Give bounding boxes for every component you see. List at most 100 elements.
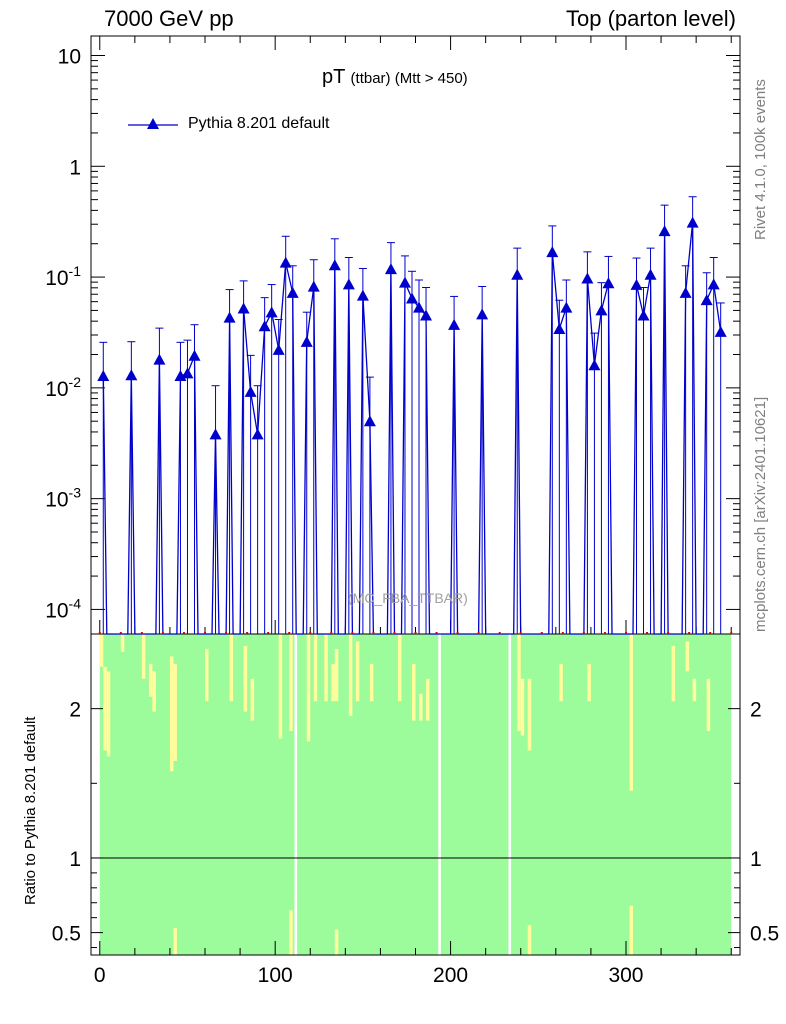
data-point-41 <box>679 286 692 298</box>
data-point-20 <box>356 289 369 301</box>
ratio-gap-1 <box>438 634 441 955</box>
ratio-band-outer-35 <box>587 663 591 702</box>
data-point-22 <box>384 263 397 275</box>
ratio-band-outer-25 <box>369 663 374 702</box>
ratio-band-outer-36 <box>629 634 634 791</box>
data-point-18 <box>328 259 341 271</box>
data-point-40 <box>658 225 671 237</box>
data-point-6 <box>209 428 222 440</box>
data-point-11 <box>258 320 271 332</box>
data-point-14 <box>279 256 292 268</box>
legend-entry-label: Pythia 8.201 default <box>188 115 330 132</box>
data-point-25 <box>413 301 426 313</box>
ratio-band-outer-23 <box>348 634 353 717</box>
ratio-gap-0 <box>294 634 298 955</box>
ratio-band-outer-30 <box>517 634 521 732</box>
ratio-band-outer-5 <box>148 663 153 697</box>
ratio-band-outer-39 <box>685 641 690 672</box>
data-point-39 <box>644 268 657 280</box>
ratio-ytick-label-right-0: 0.5 <box>750 923 779 946</box>
ratio-band-outer-11 <box>229 634 234 702</box>
ratio-band-outer-21 <box>334 648 339 702</box>
mcplots-reference-label: mcplots.cern.ch [arXiv:2401.10621] <box>752 396 769 632</box>
data-point-21 <box>363 415 376 427</box>
data-point-9 <box>244 385 257 397</box>
data-point-12 <box>265 306 278 318</box>
ratio-band-outer-24 <box>355 641 360 702</box>
x-tick-label-0: 0 <box>94 964 106 987</box>
plot-title-sub: (ttbar) (Mtt > 450) <box>350 70 468 87</box>
ratio-band-outer-32 <box>527 678 532 751</box>
ratio-band-outer-34 <box>559 663 563 702</box>
main-ytick-label-5: 10-4 <box>45 595 81 622</box>
data-point-0 <box>97 369 110 381</box>
ratio-band-outer-1 <box>103 666 107 751</box>
ratio-band-outer-27 <box>411 663 416 721</box>
data-point-34 <box>588 359 601 371</box>
ratio-band-outer-17 <box>306 634 311 742</box>
data-point-45 <box>714 325 727 337</box>
data-point-44 <box>707 278 720 290</box>
series-line <box>102 222 722 635</box>
data-point-36 <box>602 277 615 289</box>
ratio-band-outer-19 <box>324 634 328 702</box>
ratio-band-outer-31 <box>520 678 525 736</box>
ratio-band-outer-3 <box>120 634 125 652</box>
data-point-13 <box>272 343 285 355</box>
ratio-ytick-label-right-1: 1 <box>750 848 762 871</box>
ratio-ytick-label-left-0: 0.5 <box>52 923 81 946</box>
ratio-band-outer-4 <box>141 634 146 679</box>
data-point-2 <box>153 353 166 365</box>
data-point-10 <box>251 428 264 440</box>
data-point-29 <box>511 268 524 280</box>
main-ytick-label-0: 10 <box>58 46 81 69</box>
ratio-band-outer-29 <box>426 678 430 721</box>
ratio-band-outer-37 <box>629 905 634 955</box>
ratio-band-outer-20 <box>331 663 335 702</box>
main-ytick-label-1: 1 <box>69 156 81 179</box>
data-point-1 <box>125 369 138 381</box>
data-point-33 <box>581 272 594 284</box>
ratio-plot: 0.5 0.5 1 1 2 2 0 100 200 300 <box>52 633 779 987</box>
data-point-28 <box>476 308 489 320</box>
ratio-band-outer-2 <box>106 671 111 757</box>
ratio-y-axis-label: Ratio to Pythia 8.201 default <box>22 716 39 905</box>
ratio-ytick-label-right-2: 2 <box>750 699 762 722</box>
legend <box>128 118 178 129</box>
data-point-30 <box>546 246 559 258</box>
data-point-15 <box>286 286 299 298</box>
ratio-ytick-label-left-2: 2 <box>69 699 81 722</box>
main-ytick-label-2: 10-1 <box>45 263 81 290</box>
data-point-37 <box>630 278 643 290</box>
data-point-23 <box>398 276 411 288</box>
ratio-band-outer-28 <box>419 693 423 721</box>
data-point-27 <box>448 318 461 330</box>
main-plot <box>97 196 733 635</box>
ratio-band-outer-40 <box>692 678 697 702</box>
main-ytick-exponent-5: -4 <box>69 595 82 611</box>
x-tick-label-1: 100 <box>258 964 293 987</box>
data-point-42 <box>686 216 699 228</box>
ratio-band-outer-33 <box>527 925 532 955</box>
data-point-16 <box>300 335 313 347</box>
ratio-band-outer-22 <box>334 929 339 955</box>
ratio-band-outer-38 <box>671 645 676 702</box>
main-ytick-exponent-3: -2 <box>69 374 82 390</box>
ratio-band-outer-6 <box>152 671 156 712</box>
data-point-5 <box>188 349 201 361</box>
ratio-ytick-label-left-1: 1 <box>69 848 81 871</box>
ratio-band-outer-16 <box>289 910 293 955</box>
main-ytick-exponent-4: -3 <box>69 485 82 501</box>
ratio-band-outer-8 <box>173 663 177 761</box>
data-point-38 <box>637 309 650 321</box>
data-point-32 <box>560 301 573 313</box>
ratio-band-outer-12 <box>243 645 248 712</box>
ratio-band-outer-9 <box>173 928 177 955</box>
header-right-label: Top (parton level) <box>566 6 736 31</box>
ratio-band-outer-15 <box>289 634 293 732</box>
data-point-24 <box>405 292 418 304</box>
main-ytick-label-3: 10-2 <box>45 374 81 401</box>
ratio-gap-2 <box>508 634 512 955</box>
plot-title: pT (ttbar) (Mtt > 450) <box>322 66 468 89</box>
